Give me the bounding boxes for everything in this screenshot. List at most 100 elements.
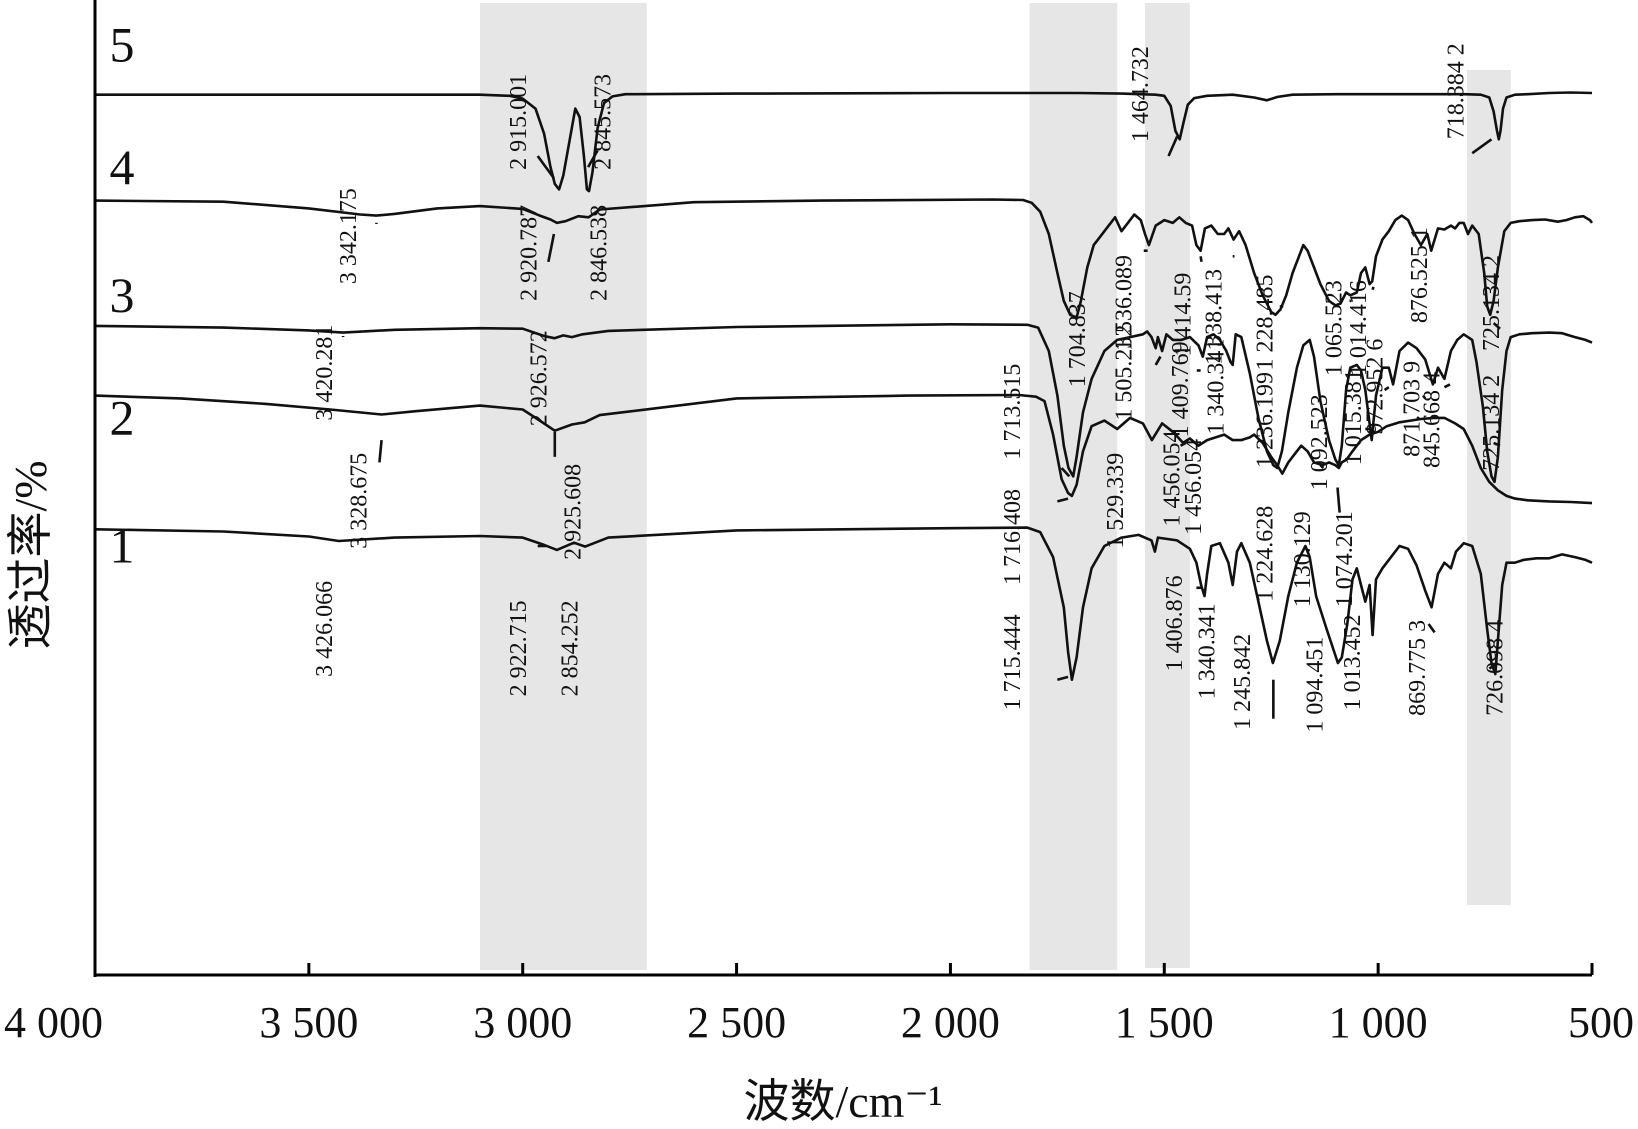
- x-tick-label: 1 500: [1115, 998, 1214, 1047]
- peak-annotation-label: 2 915.001: [506, 74, 532, 170]
- peak-annotation-label: 1 704.837: [1065, 291, 1091, 387]
- peak-annotation-label: 1 716.408: [1000, 489, 1026, 585]
- peak-annotation-label: 1 456.054: [1159, 431, 1185, 527]
- peak-annotation-label: 1 713.515: [1000, 364, 1026, 460]
- annotation-tick: [1488, 661, 1499, 670]
- peak-annotation-label: 1 130.129: [1290, 511, 1316, 607]
- spectrum-line-5: [95, 91, 1593, 193]
- curve-label: 4: [110, 139, 135, 195]
- y-axis-title: 透过率/%: [5, 460, 56, 649]
- axes: [93, 0, 1592, 977]
- peak-annotation-label: 726.098 4: [1483, 620, 1509, 716]
- peak-annotation-label: 1 228.485: [1253, 275, 1279, 371]
- annotation-tick: [378, 440, 383, 463]
- peak-annotation-label: 1 536.089: [1111, 255, 1137, 351]
- annotation-ticks: [341, 135, 1501, 719]
- spectrum-line-1: [94, 526, 1593, 681]
- annotation-tick: [1199, 256, 1203, 263]
- peak-annotation-label: 972.952 6: [1362, 339, 1388, 435]
- highlight-band: [1029, 3, 1118, 970]
- curve-labels: 1 2 3 4 5: [110, 16, 135, 573]
- peak-annotation-label: 1 015.381: [1341, 369, 1367, 465]
- peak-annotation-label: 876.525 1: [1407, 227, 1433, 323]
- annotation-tick: [1154, 355, 1162, 366]
- curve-label: 5: [110, 16, 135, 72]
- peak-annotation-label: 2 926.572: [527, 330, 553, 426]
- peak-annotation-label: 718.384 2: [1444, 43, 1470, 139]
- peak-annotation-label: 1 013.452: [1340, 614, 1366, 710]
- annotation-tick: [1383, 386, 1390, 392]
- x-tick-label: 2 500: [687, 998, 786, 1047]
- annotation-tick: [1427, 623, 1436, 634]
- peak-annotation-label: 1 406.876: [1162, 575, 1188, 671]
- curve-label: 2: [110, 390, 135, 446]
- peak-annotation-label: 2 920.787: [516, 205, 542, 301]
- peak-annotation-label: 3 420.281: [312, 325, 338, 421]
- annotation-tick: [1319, 464, 1325, 469]
- annotation-tick: [1493, 441, 1501, 447]
- annotation-tick: [587, 149, 599, 168]
- highlight-bands: [479, 3, 1511, 970]
- peak-annotation-label: 1 340.341: [1203, 339, 1229, 435]
- peak-annotation-label: 1 074.201: [1332, 511, 1358, 607]
- peak-annotation-label: 725.134 2: [1479, 255, 1505, 351]
- x-tick-label: 500: [1568, 998, 1634, 1047]
- peak-annotation-label: 1 464.732: [1128, 46, 1154, 142]
- x-tick-label: 1 000: [1329, 998, 1428, 1047]
- annotation-tick: [1471, 138, 1493, 155]
- highlight-band: [1467, 70, 1511, 905]
- peak-annotation-label: 2 922.715: [506, 600, 532, 696]
- peak-annotation-label: 1 224.628: [1253, 506, 1279, 602]
- peak-annotation-label: 1 065.523: [1321, 280, 1347, 376]
- annotation-tick: [1167, 135, 1179, 157]
- peak-annotation-label: 845.668 4: [1419, 372, 1445, 468]
- peak-annotation-label: 1 236.199: [1253, 372, 1279, 468]
- annotation-tick: [1057, 497, 1069, 503]
- annotation-tick: [547, 233, 556, 263]
- annotation-tick: [536, 155, 555, 180]
- spectrum-line-3: [94, 323, 1593, 484]
- peak-annotation-label: 1 529.339: [1103, 453, 1129, 549]
- annotation-tick: [1492, 322, 1501, 330]
- peak-annotation-label: 1 338.413: [1202, 269, 1228, 365]
- peak-annotation-label: 1 414.59: [1170, 273, 1196, 357]
- x-tick-label: 2 000: [901, 998, 1000, 1047]
- annotation-tick: [1060, 467, 1071, 478]
- highlight-band: [1145, 3, 1190, 968]
- peak-annotation-label: 725.134 2: [1479, 375, 1505, 471]
- peak-annotation-label: 1 409.769: [1168, 341, 1194, 437]
- peak-annotation-label: 3 426.066: [312, 581, 338, 677]
- peak-annotation-label: 3 328.675: [347, 453, 373, 549]
- peak-annotation-label: 1 505.232: [1111, 325, 1137, 421]
- peak-annotation-label: 871.703 9: [1400, 361, 1426, 457]
- peak-annotation-label: 869.775 3: [1405, 620, 1431, 716]
- peak-annotation-label: 1 340.341: [1194, 603, 1220, 699]
- curve-label: 1: [110, 518, 135, 574]
- peak-annotations: 2 915.001 2 845.573 1 464.732 718.384 2 3 34…: [312, 43, 1509, 732]
- annotation-tick: [1179, 441, 1187, 447]
- peak-annotation-label: 1 456.054: [1181, 439, 1207, 535]
- annotation-tick: [1371, 286, 1375, 291]
- spectrum-line-2: [94, 393, 1593, 505]
- peak-annotation-label: 1 092.523: [1307, 394, 1333, 490]
- x-tick-label: 3 000: [473, 998, 572, 1047]
- annotation-tick: [1336, 487, 1341, 513]
- x-ticks: 4 000 3 500 3 000 2 500 2 000 1 500 1 000 500: [4, 963, 1634, 1047]
- x-tick-label: 3 500: [259, 998, 358, 1047]
- peak-annotation-label: 3 342.175: [336, 188, 362, 284]
- annotation-tick: [1057, 675, 1069, 681]
- peak-annotation-label: 2 845.573: [590, 74, 616, 170]
- peak-annotation-label: 1 094.451: [1303, 637, 1329, 733]
- peak-annotation-label: 2 846.538: [587, 205, 613, 301]
- peak-annotation-label: 1 715.444: [1000, 614, 1026, 710]
- peak-annotation-label: 2 925.608: [561, 464, 587, 560]
- peak-annotation-label: 1 014.416: [1346, 280, 1372, 376]
- peak-annotation-label: 2 854.252: [558, 600, 584, 696]
- highlight-band: [479, 3, 647, 970]
- curve-label: 3: [110, 267, 135, 323]
- x-axis-title: 波数/cm⁻¹: [743, 1076, 942, 1127]
- annotation-tick: [1422, 394, 1427, 400]
- spectrum-line-4: [94, 198, 1594, 319]
- annotation-tick: [1443, 383, 1451, 389]
